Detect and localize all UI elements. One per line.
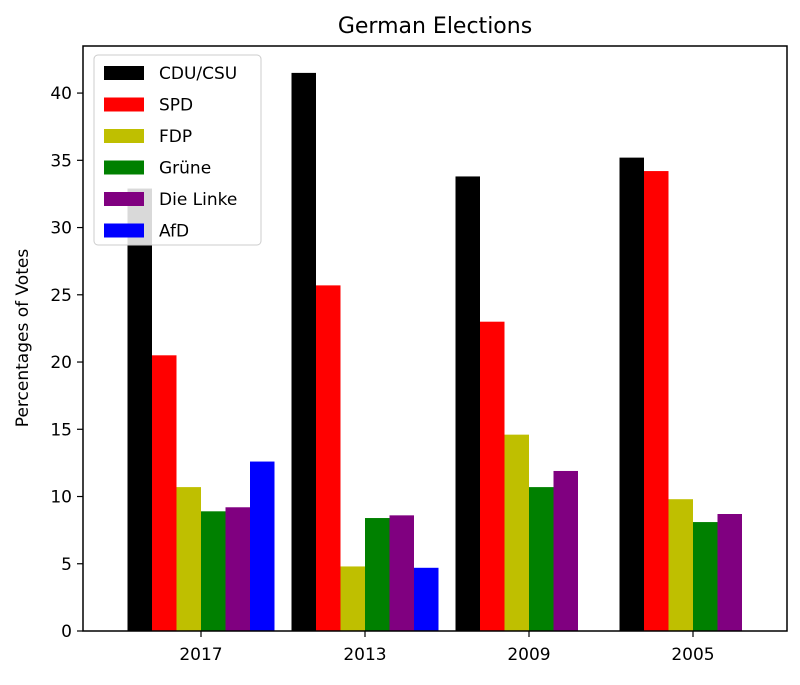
bar-2005-gr-ne [693, 522, 718, 631]
legend-swatch-spd [104, 97, 144, 112]
x-tick-label-2017: 2017 [179, 645, 222, 665]
plot-frame [82, 45, 788, 632]
bar-2009-die-linke [553, 470, 578, 631]
y-tick-label: 40 [50, 84, 72, 104]
bar-2017-gr-ne [201, 511, 226, 631]
bar-2013-die-linke [389, 515, 414, 631]
bars-group [127, 72, 742, 632]
y-axis: 0 5 10 15 20 25 30 35 40 [50, 84, 83, 642]
legend-label-die-linke: Die Linke [159, 190, 237, 210]
bar-2017-afd [250, 461, 275, 631]
bar-2009-cdu-csu [455, 176, 480, 631]
y-tick-label: 15 [50, 420, 72, 440]
y-tick-label: 35 [50, 151, 72, 171]
y-axis-label: Percentages of Votes [13, 249, 33, 428]
bar-2005-spd [644, 171, 669, 631]
legend-swatch-die-linke [104, 192, 144, 206]
bar-2017-spd [152, 355, 177, 631]
legend-swatch-afd [104, 223, 144, 238]
bar-2005-die-linke [717, 514, 742, 631]
legend-label-spd: SPD [159, 96, 193, 116]
bar-2017-fdp [176, 487, 201, 631]
bar-2009-gr-ne [529, 487, 554, 631]
legend: CDU/CSU SPD FDP Grüne Die Linke AfD [93, 54, 262, 246]
legend-swatch-gr-ne [104, 160, 144, 175]
y-tick-label: 25 [50, 286, 72, 306]
x-tick-label-2005: 2005 [671, 645, 714, 665]
bar-2013-cdu-csu [291, 72, 316, 632]
bar-2013-afd [414, 567, 439, 631]
bar-2013-spd [316, 285, 341, 631]
chart-title: German Elections [338, 14, 532, 39]
legend-label-fdp: FDP [159, 127, 192, 147]
legend-swatch-cdu-csu [104, 66, 144, 80]
bar-2009-fdp [504, 434, 529, 631]
x-tick-label-2013: 2013 [343, 645, 386, 665]
legend-swatch-fdp [104, 129, 144, 143]
legend-label-gr-ne: Grüne [159, 159, 211, 179]
bar-2009-spd [480, 321, 505, 631]
bar-2013-fdp [340, 566, 365, 631]
y-tick-label: 5 [61, 555, 72, 575]
bar-2017-die-linke [225, 507, 250, 631]
bar-2005-cdu-csu [619, 157, 644, 631]
y-tick-label: 0 [61, 622, 72, 642]
legend-label-afd: AfD [159, 222, 189, 242]
y-tick-label: 10 [50, 488, 72, 508]
bar-2005-fdp [668, 499, 693, 631]
x-tick-label-2009: 2009 [507, 645, 550, 665]
x-axis: 2017 2013 2009 2005 [179, 631, 715, 665]
y-tick-label: 30 [50, 219, 72, 239]
legend-label-cdu-csu: CDU/CSU [159, 64, 237, 84]
bar-2013-gr-ne [365, 518, 390, 631]
bar-2017-cdu-csu [127, 188, 152, 631]
y-tick-label: 20 [50, 353, 72, 373]
